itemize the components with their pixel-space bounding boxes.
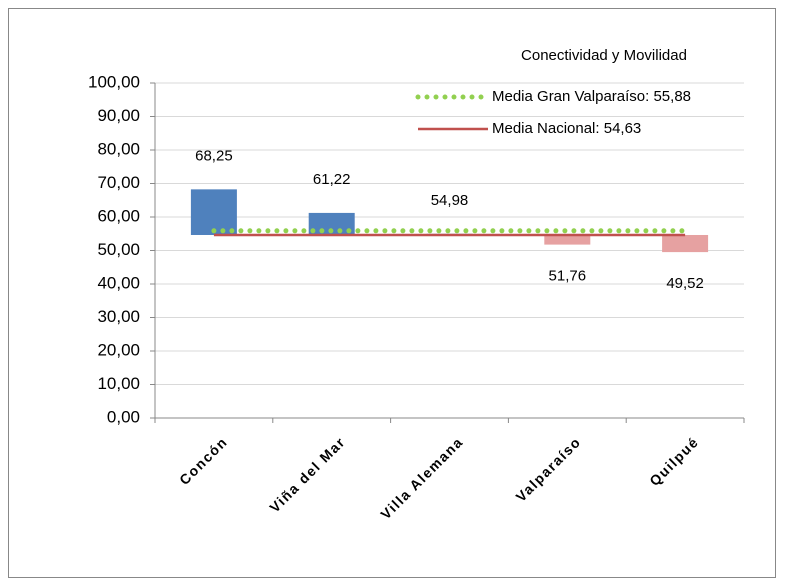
data-label: 54,98	[431, 192, 469, 209]
data-label: 51,76	[549, 268, 587, 285]
y-tick-label: 60,00	[97, 206, 140, 225]
y-tick-label: 0,00	[107, 407, 140, 426]
y-tick-label: 10,00	[97, 374, 140, 393]
legend-title: Conectividad y Movilidad	[521, 47, 687, 64]
y-tick-label: 100,00	[88, 72, 140, 91]
data-label: 49,52	[666, 275, 704, 292]
data-label: 61,22	[313, 171, 351, 188]
y-tick-label: 50,00	[97, 240, 140, 259]
bar	[190, 189, 237, 235]
legend-label: Media Nacional: 54,63	[492, 120, 641, 137]
y-tick-label: 70,00	[97, 173, 140, 192]
y-tick-label: 20,00	[97, 340, 140, 359]
legend-label: Media Gran Valparaíso: 55,88	[492, 88, 691, 105]
data-label: 68,25	[195, 147, 233, 164]
chart-border	[8, 8, 776, 578]
bar	[544, 234, 591, 245]
y-tick-label: 80,00	[97, 139, 140, 158]
y-tick-label: 40,00	[97, 273, 140, 292]
bar	[662, 234, 709, 253]
y-tick-label: 30,00	[97, 307, 140, 326]
y-tick-label: 90,00	[97, 106, 140, 125]
